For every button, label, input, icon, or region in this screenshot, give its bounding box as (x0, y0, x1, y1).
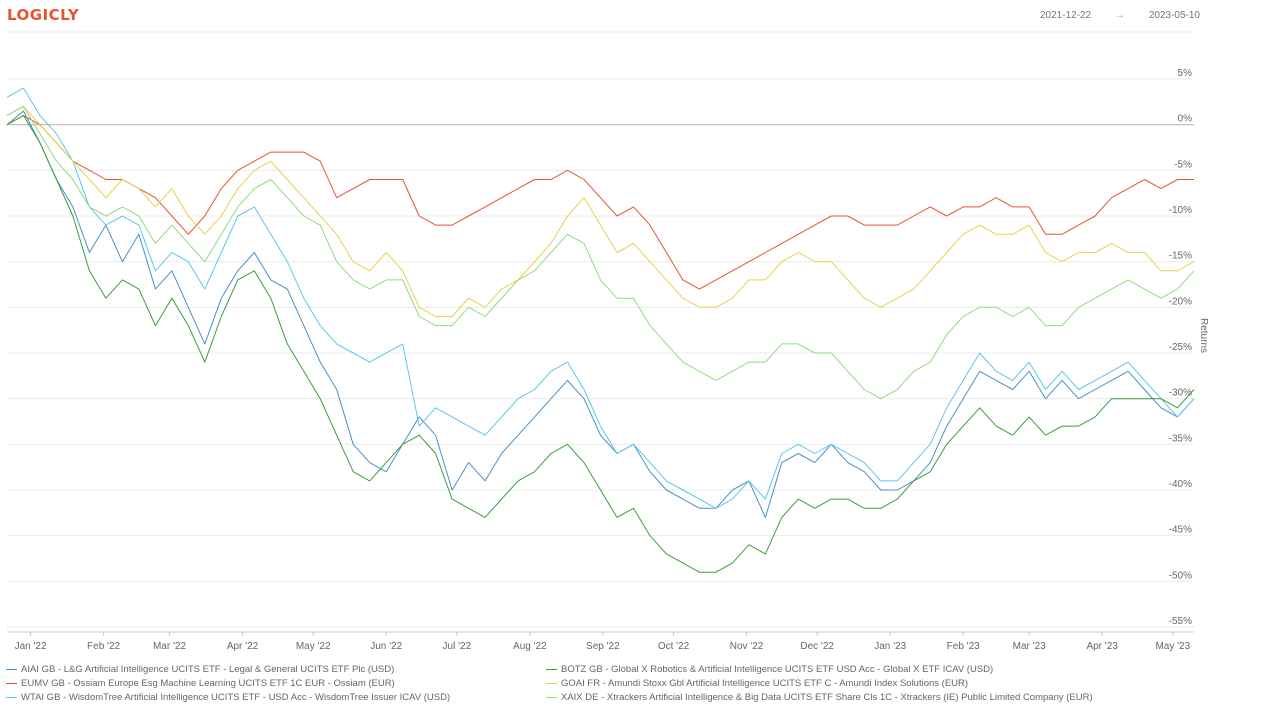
y-tick-label: -10% (1169, 205, 1192, 216)
returns-chart: 5% 0% -5% -10% -15% -20% -25% -30% -35% -40% -45% -… (6, 31, 1209, 652)
x-tick-label: Nov '22 (730, 641, 764, 652)
x-tick-label: May '23 (1155, 641, 1190, 652)
series-line-5[interactable] (6, 105, 1195, 400)
start-date[interactable]: 2021-12-22 (1040, 10, 1092, 21)
legend-label: AIAI GB - L&G Artificial Intelligence UC… (21, 664, 395, 675)
x-tick-label: Feb '23 (947, 641, 980, 652)
series-line-3[interactable] (6, 115, 1195, 573)
y-tick-label: -35% (1169, 433, 1192, 444)
y-tick-label: -55% (1169, 616, 1192, 627)
legend-label: BOTZ GB - Global X Robotics & Artificial… (561, 664, 994, 675)
x-tick-label: Jun '22 (370, 641, 402, 652)
legend-item[interactable]: XAIX DE - Xtrackers Artificial Intellige… (546, 691, 1246, 704)
series-line-4[interactable] (6, 105, 1195, 317)
legend-swatch (546, 668, 557, 671)
y-tick-label: -5% (1174, 159, 1192, 170)
y-tick-label: -20% (1169, 296, 1192, 307)
chart-legend: AIAI GB - L&G Artificial Intelligence UC… (6, 663, 1266, 704)
legend-item[interactable]: WTAI GB - WisdomTree Artificial Intellig… (6, 691, 546, 704)
x-axis-ticks: Jan '22 Feb '22 Mar '22 Apr '22 May '22 Jun '… (7, 631, 1194, 652)
series-line-0[interactable] (6, 110, 1195, 518)
legend-item[interactable]: EUMV GB - Ossiam Europe Esg Machine Lear… (6, 677, 546, 690)
series-line-1[interactable] (6, 115, 1194, 290)
end-date[interactable]: 2023-05-10 (1148, 10, 1200, 21)
x-tick-label: Jul '22 (443, 641, 472, 652)
legend-item[interactable]: GOAI FR - Amundi Stoxx Gbl Artificial In… (546, 677, 1246, 690)
y-axis-ticks: 5% 0% -5% -10% -15% -20% -25% -30% -35% -40% -45% -… (1169, 68, 1192, 627)
y-tick-label: -30% (1169, 388, 1192, 399)
y-tick-label: 5% (1178, 68, 1193, 79)
legend-swatch (6, 668, 17, 671)
y-tick-label: -50% (1169, 570, 1192, 581)
legend-swatch (6, 696, 17, 699)
y-tick-label: -15% (1169, 251, 1192, 262)
x-tick-label: Jan '23 (874, 641, 906, 652)
legend-label: GOAI FR - Amundi Stoxx Gbl Artificial In… (561, 678, 969, 689)
y-tick-label: -40% (1169, 479, 1192, 490)
x-tick-label: Dec '22 (800, 641, 834, 652)
y-tick-label: -45% (1169, 525, 1192, 536)
x-tick-label: Sep '22 (586, 641, 620, 652)
legend-label: EUMV GB - Ossiam Europe Esg Machine Lear… (21, 678, 395, 689)
legend-label: XAIX DE - Xtrackers Artificial Intellige… (561, 692, 1093, 703)
series-line-2[interactable] (6, 87, 1195, 509)
x-tick-label: May '22 (296, 641, 331, 652)
x-tick-label: Jan '22 (15, 641, 47, 652)
legend-swatch (546, 682, 557, 685)
x-tick-label: Mar '23 (1013, 641, 1046, 652)
y-axis-label: Returns (1198, 318, 1209, 353)
logo[interactable]: LOGICLY (7, 6, 80, 24)
y-tick-label: -25% (1169, 342, 1192, 353)
date-range: 2021-12-22 → 2023-05-10 (1040, 10, 1200, 21)
legend-label: WTAI GB - WisdomTree Artificial Intellig… (21, 692, 451, 703)
legend-swatch (546, 696, 557, 699)
chart-lines (6, 87, 1195, 573)
legend-swatch (6, 682, 17, 685)
x-tick-label: Feb '22 (87, 641, 120, 652)
x-tick-label: Oct '22 (658, 641, 690, 652)
x-tick-label: Apr '22 (227, 641, 259, 652)
x-tick-label: Aug '22 (513, 641, 547, 652)
y-tick-label: 0% (1178, 114, 1193, 125)
x-tick-label: Apr '23 (1086, 641, 1118, 652)
chart-grid (7, 31, 1194, 628)
x-tick-label: Mar '22 (153, 641, 186, 652)
legend-item[interactable]: AIAI GB - L&G Artificial Intelligence UC… (6, 663, 546, 676)
legend-item[interactable]: BOTZ GB - Global X Robotics & Artificial… (546, 663, 1246, 676)
arrow-right-icon: → (1115, 10, 1125, 21)
